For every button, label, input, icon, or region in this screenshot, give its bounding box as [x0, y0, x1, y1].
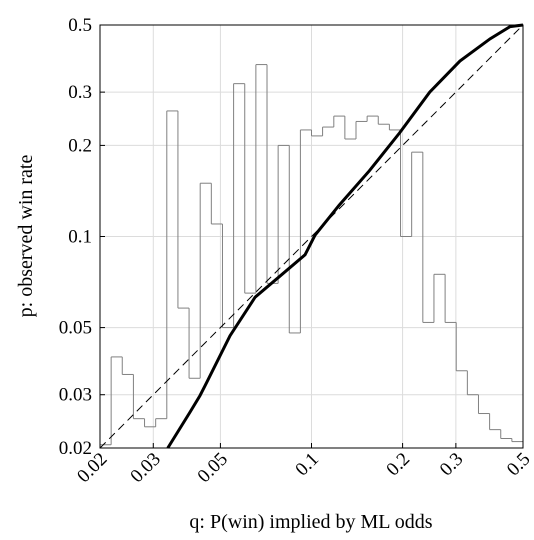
y-tick-label: 0.3	[68, 82, 92, 103]
x-tick-label: 0.05	[194, 449, 232, 487]
y-tick-label: 0.02	[59, 438, 92, 459]
y-tick-label: 0.03	[59, 385, 92, 406]
y-axis-label: p: observed win rate	[15, 155, 37, 318]
y-tick-label: 0.2	[68, 135, 92, 156]
x-tick-label: 0.2	[382, 449, 414, 481]
y-tick-label: 0.5	[68, 15, 92, 36]
x-tick-label: 0.5	[503, 449, 534, 481]
line	[166, 23, 524, 449]
y-tick-label: 0.1	[68, 227, 92, 248]
x-tick-label: 0.1	[291, 449, 323, 481]
line	[99, 24, 524, 449]
x-tick-label: 0.3	[436, 449, 468, 481]
x-axis-label: q: P(win) implied by ML odds	[189, 511, 432, 533]
plot-frame	[99, 24, 524, 449]
y-tick-label: 0.05	[59, 318, 92, 339]
x-tick-label: 0.03	[126, 449, 164, 487]
